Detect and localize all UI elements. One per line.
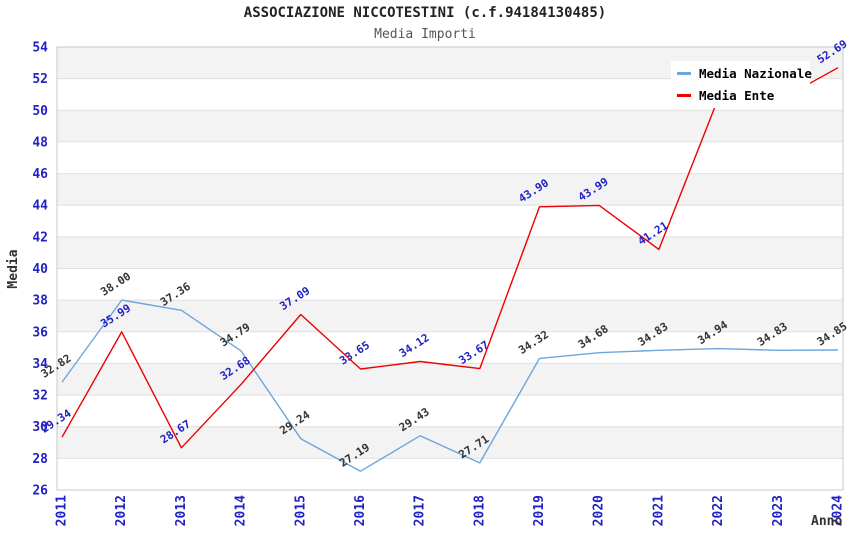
media-nazionale-swatch-icon xyxy=(677,72,691,76)
y-tick-label: 30 xyxy=(32,420,48,435)
x-tick-label: 2024 xyxy=(831,495,846,526)
y-tick-label: 44 xyxy=(32,199,48,214)
legend-label-media-ente: Media Ente xyxy=(699,87,775,103)
x-tick-label: 2017 xyxy=(413,495,428,526)
plot-band xyxy=(57,110,843,142)
x-tick-label: 2018 xyxy=(472,495,487,526)
plot-band xyxy=(57,236,843,269)
y-tick-label: 36 xyxy=(32,325,48,340)
point-label: 34.32 xyxy=(516,328,551,357)
x-tick-label: 2012 xyxy=(114,495,129,526)
y-tick-label: 26 xyxy=(32,484,48,499)
point-label: 38.00 xyxy=(98,270,133,299)
y-tick-label: 54 xyxy=(32,41,48,56)
x-tick-label: 2022 xyxy=(711,495,726,526)
x-tick-label: 2021 xyxy=(651,495,666,526)
point-label: 34.12 xyxy=(397,331,432,360)
plot-border xyxy=(56,46,844,491)
x-tick-label: 2020 xyxy=(592,495,607,526)
x-tick-label: 2014 xyxy=(234,495,249,526)
legend-item-media-ente: Media Ente xyxy=(677,88,810,103)
x-tick-label: 2016 xyxy=(353,495,368,526)
chart-subtitle: Media Importi xyxy=(374,27,476,42)
x-tick-label: 2013 xyxy=(174,495,189,526)
media-ente-line xyxy=(61,67,839,449)
legend-label-media-nazionale: Media Nazionale xyxy=(699,66,812,82)
y-tick-label: 34 xyxy=(32,357,48,372)
legend-item-media-nazionale: Media Nazionale xyxy=(677,66,812,82)
y-axis-title: Media xyxy=(6,249,21,289)
media-nazionale-line xyxy=(61,299,839,472)
y-tick-label: 48 xyxy=(32,135,48,150)
x-tick-label: 2023 xyxy=(771,495,786,526)
y-tick-label: 46 xyxy=(32,167,48,182)
y-tick-label: 32 xyxy=(32,389,48,404)
x-axis-title: Anno xyxy=(811,514,843,529)
y-tick-label: 42 xyxy=(32,230,48,245)
x-tick-label: 2019 xyxy=(532,495,547,526)
plot-band xyxy=(57,363,843,396)
y-tick-label: 52 xyxy=(32,72,48,87)
x-tick-label: 2015 xyxy=(293,495,308,526)
plot-band xyxy=(57,173,843,206)
chart-title: ASSOCIAZIONE NICCOTESTINI (c.f.941841304… xyxy=(243,5,607,21)
plot-band xyxy=(57,426,843,459)
media-ente-swatch-icon xyxy=(677,93,691,97)
y-tick-label: 38 xyxy=(32,294,48,309)
y-tick-label: 50 xyxy=(32,104,48,119)
y-tick-label: 40 xyxy=(32,262,48,277)
legend: Media Nazionale Media Ente xyxy=(671,61,812,108)
y-tick-label: 28 xyxy=(32,452,48,467)
plot-band xyxy=(57,300,843,332)
x-tick-label: 2011 xyxy=(55,495,70,526)
